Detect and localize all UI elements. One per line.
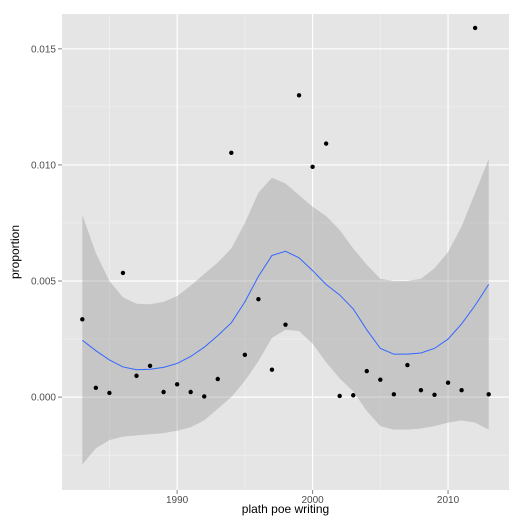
y-axis-title: proportion (8, 225, 22, 279)
data-point (215, 376, 220, 382)
data-point (310, 164, 315, 169)
data-point (378, 377, 383, 382)
x-tick-label: 1990 (166, 495, 189, 506)
data-point (283, 322, 288, 327)
smooth-line (82, 250, 490, 371)
data-point (364, 368, 369, 374)
data-point (256, 296, 261, 302)
data-point (107, 390, 112, 396)
data-point (432, 392, 437, 397)
data-point (445, 380, 451, 385)
data-point (405, 362, 410, 368)
data-point (93, 385, 99, 391)
data-point (486, 392, 491, 397)
data-point (174, 382, 180, 387)
x-axis-title: plath poe writing (242, 502, 329, 516)
x-tick-label: 2010 (437, 495, 460, 506)
y-tick-label: 0.015 (31, 44, 56, 55)
data-point (202, 394, 207, 399)
data-point (242, 352, 248, 358)
y-axis-ticks: 0.000 0.005 0.010 0.015 (31, 44, 62, 404)
data-point (188, 389, 193, 395)
data-point (229, 150, 234, 156)
data-point (134, 373, 139, 378)
data-point (80, 317, 85, 322)
data-point (161, 389, 166, 395)
data-point (337, 393, 342, 399)
data-point (351, 393, 356, 398)
data-point (323, 141, 329, 146)
data-point (296, 93, 302, 98)
data-point (391, 392, 397, 397)
data-point (269, 367, 275, 372)
data-point (459, 387, 464, 393)
data-point (147, 363, 153, 368)
data-point (472, 25, 478, 31)
y-tick-label: 0.000 (31, 393, 56, 404)
confidence-ribbon (82, 159, 489, 465)
y-tick-label: 0.010 (31, 160, 56, 171)
points-layer (80, 25, 491, 399)
x-tick-label: 2000 (301, 495, 324, 506)
plot-panel (62, 14, 509, 490)
data-point (120, 270, 126, 276)
data-point (418, 387, 424, 393)
x-axis-ticks: 1990 2000 2010 (166, 490, 460, 506)
grid (62, 14, 509, 490)
y-tick-label: 0.005 (31, 277, 56, 288)
